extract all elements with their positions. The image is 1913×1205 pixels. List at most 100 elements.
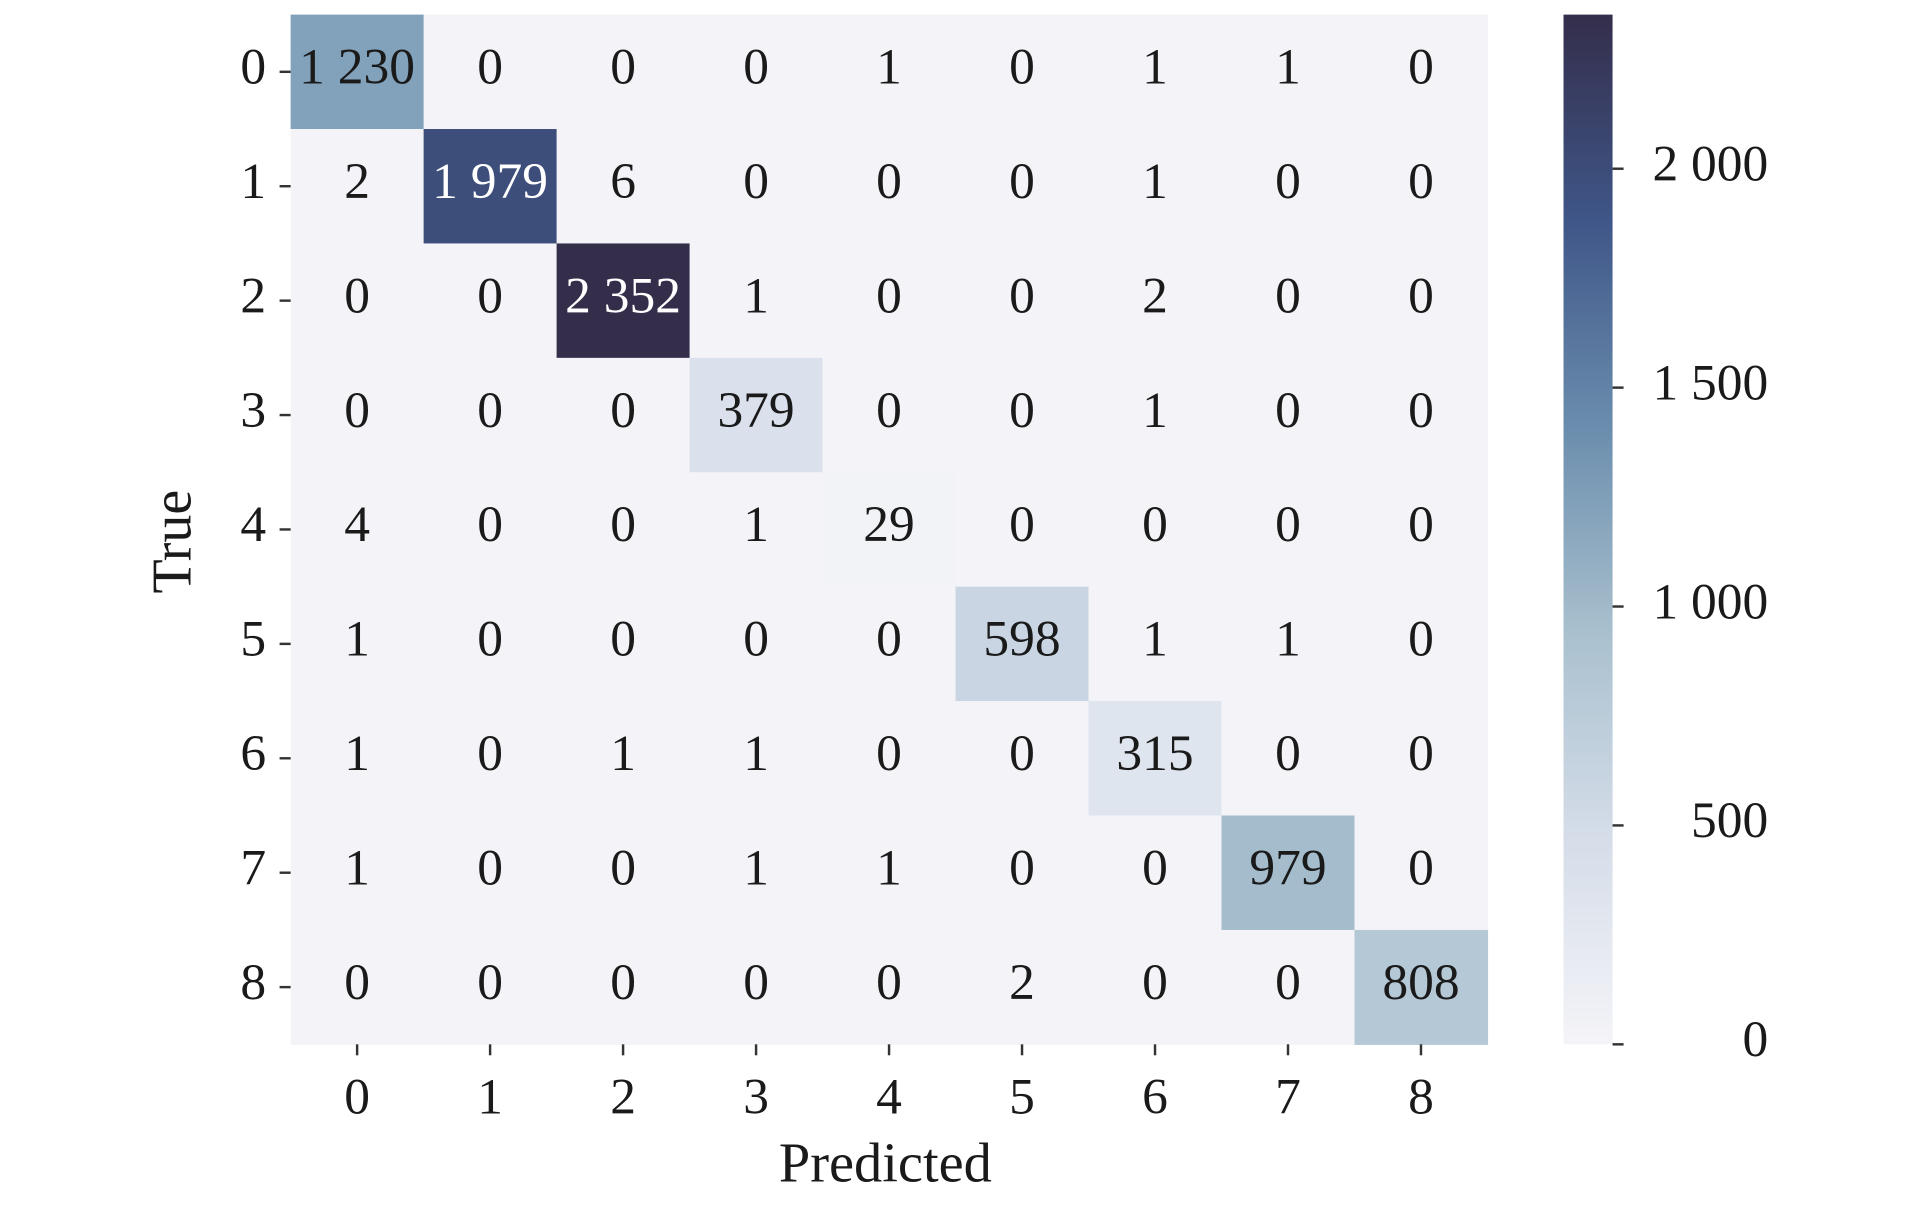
heatmap-cell [955, 472, 1090, 588]
cell-label: 0 [610, 382, 636, 439]
cell-label: 6 [610, 153, 636, 210]
heatmap-cell [290, 14, 425, 130]
heatmap-cell [1221, 929, 1356, 1045]
heatmap-cell [955, 357, 1090, 473]
cell-label: 1 [876, 39, 902, 96]
heatmap-cell [955, 129, 1090, 245]
heatmap-cell [1221, 14, 1356, 130]
cell-label: 0 [743, 954, 769, 1011]
cell-label: 0 [1408, 840, 1434, 897]
cell-label: 0 [1142, 840, 1168, 897]
cell-label: 1 [743, 725, 769, 782]
heatmap-cell [689, 357, 824, 473]
heatmap-cell [556, 815, 691, 931]
heatmap-cell [822, 586, 957, 702]
cell-label: 0 [610, 611, 636, 668]
cell-label: 1 [743, 268, 769, 325]
cell-label: 0 [1275, 725, 1301, 782]
heatmap-cell [1354, 357, 1489, 473]
heatmap-cell [822, 472, 957, 588]
heatmap-cell [1088, 357, 1223, 473]
cell-label: 0 [876, 725, 902, 782]
heatmap-cell [423, 586, 558, 702]
cell-label: 0 [1009, 496, 1035, 553]
cell-label: 0 [1408, 611, 1434, 668]
heatmap-cell [1354, 472, 1489, 588]
heatmap-cell [1221, 586, 1356, 702]
cell-label: 0 [1009, 153, 1035, 210]
cell-label: 2 [344, 153, 370, 210]
heatmap-cell [1088, 815, 1223, 931]
x-tick-label: 6 [1142, 1068, 1168, 1125]
cell-label: 1 [1142, 611, 1168, 668]
heatmap-cell [1354, 586, 1489, 702]
x-tick-label: 1 [477, 1068, 503, 1125]
heatmap-cell [822, 701, 957, 817]
cell-label: 1 [743, 840, 769, 897]
cell-label: 0 [1275, 268, 1301, 325]
heatmap-cell [556, 472, 691, 588]
heatmap-cell [290, 701, 425, 817]
cell-label: 1 [876, 840, 902, 897]
cell-label: 1 [743, 496, 769, 553]
colorbar-tick-label: 1 500 [1652, 355, 1768, 412]
heatmap-cell [423, 472, 558, 588]
cell-label: 0 [477, 496, 503, 553]
heatmap-cell [290, 586, 425, 702]
y-tick-label: 2 [240, 268, 266, 325]
cell-label: 979 [1249, 840, 1326, 897]
x-tick-label: 0 [344, 1068, 370, 1125]
cell-label: 0 [1408, 39, 1434, 96]
cell-label: 379 [717, 382, 794, 439]
x-tick-label: 2 [610, 1068, 636, 1125]
cell-label: 0 [743, 39, 769, 96]
colorbar [1563, 14, 1613, 1045]
cell-label: 29 [863, 496, 914, 553]
cell-label: 0 [477, 39, 503, 96]
cell-label: 0 [610, 39, 636, 96]
cell-label: 0 [743, 153, 769, 210]
heatmap-cell [1088, 129, 1223, 245]
cell-label: 2 [1009, 954, 1035, 1011]
heatmap-cell [689, 14, 824, 130]
y-tick-label: 6 [240, 725, 266, 782]
heatmap-cell [1354, 701, 1489, 817]
heatmap-cell [1221, 815, 1356, 931]
cell-label: 1 [1142, 39, 1168, 96]
cell-label: 0 [1408, 153, 1434, 210]
cell-label: 0 [610, 840, 636, 897]
heatmap-cell [290, 472, 425, 588]
heatmap-cell [1088, 243, 1223, 359]
heatmap-cell [1354, 243, 1489, 359]
heatmap-cell [1221, 357, 1356, 473]
cell-label: 0 [477, 954, 503, 1011]
heatmap-cell [955, 243, 1090, 359]
cell-label: 315 [1116, 725, 1193, 782]
heatmap-cell [689, 815, 824, 931]
heatmap-cell [1354, 929, 1489, 1045]
heatmap-cell [822, 129, 957, 245]
heatmap-cell [290, 929, 425, 1045]
cell-label: 2 [1142, 268, 1168, 325]
cell-label: 0 [1009, 382, 1035, 439]
colorbar-tick-label: 0 [1743, 1011, 1769, 1068]
cell-label: 0 [876, 382, 902, 439]
heatmap-cell [822, 243, 957, 359]
cell-label: 0 [876, 153, 902, 210]
heatmap-cell [556, 701, 691, 817]
cell-label: 1 [1275, 39, 1301, 96]
y-tick-label: 3 [240, 382, 266, 439]
heatmap-cell [1221, 129, 1356, 245]
heatmap-cell [689, 472, 824, 588]
heatmap-cell [689, 586, 824, 702]
x-tick-label: 7 [1275, 1068, 1301, 1125]
heatmap-cell [423, 14, 558, 130]
cell-label: 0 [477, 725, 503, 782]
heatmap-cell [1354, 129, 1489, 245]
cell-label: 0 [477, 611, 503, 668]
y-tick-label: 4 [240, 496, 266, 553]
cell-label: 4 [344, 496, 370, 553]
heatmap-cell [556, 129, 691, 245]
heatmap-cell [822, 357, 957, 473]
